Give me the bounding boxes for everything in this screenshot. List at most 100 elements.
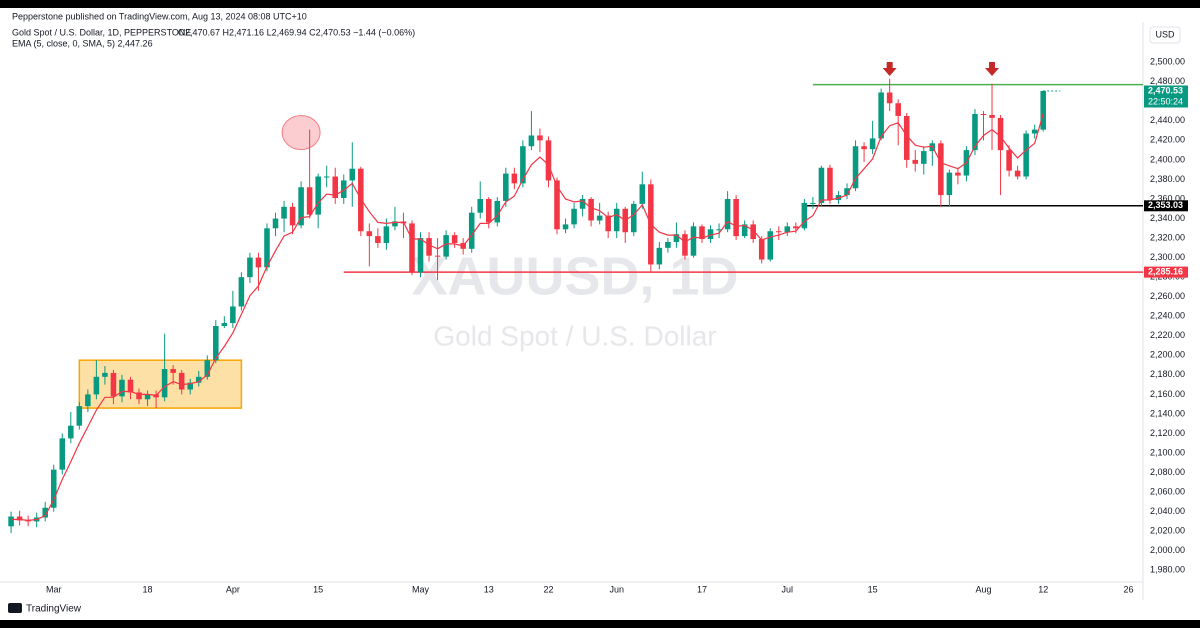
- candle-body: [144, 394, 151, 400]
- candle-body: [255, 257, 262, 268]
- candle-body: [110, 372, 117, 397]
- candle-body: [699, 226, 705, 240]
- currency: USD: [1155, 29, 1175, 39]
- y-tick-label: 2,160.00: [1150, 389, 1185, 399]
- x-tick-label: Mar: [46, 584, 62, 594]
- candle-body: [528, 135, 535, 147]
- x-tick-label: May: [412, 584, 430, 594]
- candle-body: [76, 406, 83, 426]
- candle-body: [383, 226, 390, 243]
- watermark-subtitle: Gold Spot / U.S. Dollar: [433, 320, 716, 351]
- candle-body: [289, 206, 296, 226]
- candle-body: [306, 187, 313, 215]
- candle-body: [315, 176, 321, 215]
- x-tick-label: 15: [313, 584, 323, 594]
- y-tick-label: 2,080.00: [1150, 467, 1185, 477]
- chart-title: Gold Spot / U.S. Dollar, 1D, PEPPERSTONE: [12, 27, 191, 37]
- candle-body: [375, 236, 381, 243]
- candle-body: [537, 135, 543, 141]
- candle-body: [42, 507, 48, 518]
- candle-body: [195, 376, 202, 383]
- watermark: XAUUSD, 1D: [411, 246, 738, 306]
- candle-body: [682, 234, 688, 256]
- arrow: [882, 62, 897, 77]
- x-tick-label: 13: [484, 584, 494, 594]
- price-tag: [1144, 85, 1188, 108]
- bottom-bar: [0, 620, 1200, 628]
- candle-body: [119, 379, 125, 397]
- candle-body: [716, 229, 722, 231]
- candle-body: [639, 184, 646, 204]
- y-tick-label: 2,120.00: [1150, 428, 1185, 438]
- candle-body: [1040, 90, 1046, 130]
- candle-body: [85, 394, 91, 407]
- candle-body: [750, 224, 756, 240]
- candle-body: [503, 173, 509, 201]
- x-tick-label: 15: [868, 584, 878, 594]
- candle-body: [605, 215, 611, 232]
- candle-body: [827, 167, 833, 200]
- candle-body: [955, 172, 961, 176]
- logo: [8, 603, 22, 613]
- y-tick-label: 2,320.00: [1150, 232, 1185, 242]
- level-tag-label: 2,285.16: [1148, 266, 1183, 276]
- candle-body: [690, 226, 697, 256]
- currency-box[interactable]: [1149, 26, 1181, 44]
- ema-line: [11, 113, 1044, 522]
- candle-body: [554, 180, 560, 230]
- candle-body: [170, 368, 176, 373]
- candle-body: [161, 368, 168, 398]
- candle-body: [409, 223, 415, 273]
- candle-body: [613, 208, 620, 232]
- candle-body: [596, 215, 603, 221]
- y-tick-label: 2,420.00: [1150, 135, 1185, 145]
- y-tick-label: 2,240.00: [1150, 311, 1185, 321]
- candle-body: [903, 115, 910, 160]
- candle-body: [673, 234, 680, 242]
- candle-body: [852, 146, 859, 189]
- highlight-box: [78, 359, 243, 409]
- footer: TradingView: [26, 604, 82, 615]
- indicator-legend: EMA (5, close, 0, SMA, 5) 2,447.26: [12, 38, 153, 48]
- candle-body: [741, 224, 748, 237]
- candle-body: [50, 469, 57, 508]
- candle-body: [68, 425, 74, 439]
- y-tick-label: 2,260.00: [1150, 291, 1185, 301]
- y-tick-label: 2,180.00: [1150, 369, 1185, 379]
- level-tag-label: 2,353.03: [1148, 200, 1183, 210]
- candle-body: [776, 231, 782, 233]
- candle-body: [281, 206, 287, 219]
- candle-body: [733, 198, 739, 237]
- candle-body: [451, 235, 458, 243]
- candle-body: [886, 92, 893, 104]
- candle-body: [562, 224, 569, 230]
- y-tick-label: 2,480.00: [1150, 76, 1185, 86]
- candle-body: [230, 306, 236, 324]
- candle-body: [1014, 170, 1021, 177]
- y-tick-label: 2,400.00: [1150, 154, 1185, 164]
- y-tick-label: 2,040.00: [1150, 506, 1185, 516]
- candle-body: [938, 143, 944, 196]
- x-tick-label: 26: [1123, 584, 1133, 594]
- x-tick-label: Jul: [782, 584, 794, 594]
- y-tick-label: 2,200.00: [1150, 350, 1185, 360]
- candle-body: [997, 117, 1004, 151]
- y-tick-label: 2,140.00: [1150, 408, 1185, 418]
- candle-body: [187, 382, 193, 390]
- candle-body: [213, 326, 219, 361]
- x-tick-label: 17: [697, 584, 707, 594]
- candle-body: [485, 198, 492, 223]
- candle-body: [921, 151, 927, 164]
- y-tick-label: 2,300.00: [1150, 252, 1185, 262]
- y-tick-label: 2,000.00: [1150, 545, 1185, 555]
- countdown: 22:50:24: [1148, 96, 1183, 106]
- x-tick-label: 22: [543, 584, 553, 594]
- y-tick-label: 2,220.00: [1150, 330, 1185, 340]
- x-tick-label: Apr: [226, 584, 240, 594]
- candle-body: [989, 114, 995, 118]
- candle-body: [127, 379, 134, 393]
- candle-body: [426, 238, 432, 256]
- candle-body: [264, 228, 270, 268]
